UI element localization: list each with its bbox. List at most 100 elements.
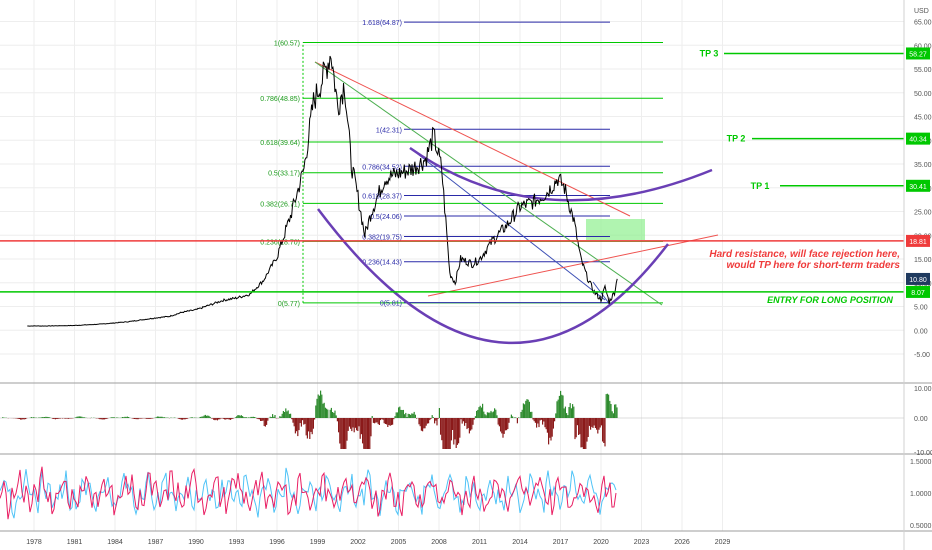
macd-bar [375, 418, 377, 423]
macd-bar [531, 411, 533, 418]
curve-patterns [317, 146, 713, 345]
macd-bar [524, 404, 526, 418]
macd-bar [581, 418, 583, 448]
macd-bar [338, 418, 340, 433]
macd-bar [44, 417, 46, 418]
macd-bar [105, 418, 107, 419]
time-tick-label: 2017 [553, 539, 569, 546]
time-tick-label: 1981 [67, 539, 83, 546]
macd-bar [406, 417, 408, 418]
macd-bar [292, 418, 294, 423]
fib-blue-label: 1(42.31) [376, 127, 402, 134]
macd-bar [545, 418, 547, 430]
macd-bar [348, 418, 350, 427]
macd-bar [161, 416, 163, 418]
price-tag-label: 30.41 [909, 184, 927, 191]
macd-bar [327, 409, 329, 418]
annotation-line-1: Hard resistance, will face rejection her… [709, 249, 900, 260]
macd-bar [200, 416, 202, 418]
macd-bar [562, 395, 564, 418]
macd-bar [286, 411, 288, 418]
macd-bar [449, 418, 451, 449]
macd-bar [400, 409, 402, 418]
macd-bar [104, 418, 106, 420]
macd-bar [556, 401, 558, 418]
macd-bar [605, 394, 607, 418]
macd-bar [616, 407, 618, 418]
macd-bar [598, 418, 600, 430]
macd-bar [549, 418, 551, 438]
price-tag-bg [906, 179, 930, 192]
macd-bar [53, 418, 55, 419]
macd-bar [383, 418, 385, 424]
macd-bar [224, 418, 226, 420]
macd-bar [152, 418, 154, 419]
macd-bar [236, 416, 238, 418]
macd-bar [362, 418, 364, 444]
macd-bar [525, 400, 527, 418]
macd-bar [572, 404, 574, 418]
macd-bar [222, 418, 224, 419]
macd-bar [392, 418, 394, 425]
macd-bar [544, 418, 546, 428]
macd-bar [448, 418, 450, 449]
macd-bar [345, 418, 347, 449]
macd-bar [33, 417, 35, 418]
annotation-line-2: would TP here for short-term traders [726, 260, 900, 271]
macd-bar [389, 418, 391, 426]
macd-bar [441, 418, 443, 441]
macd-bar [372, 418, 374, 423]
time-tick-label: 2029 [715, 539, 731, 546]
macd-bar [116, 417, 118, 418]
price-tick-label: 60.00 [914, 43, 932, 50]
macd-bar [182, 418, 184, 420]
macd-bar [587, 418, 589, 437]
macd-bar [302, 418, 304, 421]
macd-bar [158, 416, 160, 418]
macd-bar [310, 418, 312, 432]
time-tick-label: 2002 [350, 539, 366, 546]
macd-bar [534, 418, 536, 423]
macd-bar [230, 418, 232, 420]
macd-bar [575, 418, 577, 438]
macd-bar [396, 412, 398, 418]
time-tick-label: 2026 [674, 539, 690, 546]
macd-bar [580, 418, 582, 448]
macd-bar [426, 418, 428, 424]
macd-bar [354, 418, 356, 428]
macd-bar [46, 416, 48, 418]
macd-bar [596, 418, 598, 430]
macd-bar [59, 418, 61, 419]
macd-bar [135, 418, 137, 420]
macd-bar [344, 418, 346, 449]
macd-bar [201, 416, 203, 418]
macd-bar [548, 418, 550, 445]
macd-bar [156, 416, 158, 418]
macd-bar [329, 409, 331, 418]
price-pane: 1(60.57) 0.786(48.85) 0.618(39.64) 0.5(33.1… [0, 20, 904, 345]
macd-bar [566, 413, 568, 418]
macd-bar [543, 418, 545, 422]
macd-bar [162, 417, 164, 418]
macd-bar [569, 403, 571, 418]
macd-bar [336, 418, 338, 422]
fib-retracement-green: 1(60.57) 0.786(48.85) 0.618(39.64) 0.5(33.1… [260, 41, 663, 308]
fib-green-label: 1(60.57) [274, 41, 300, 48]
macd-bar [128, 417, 130, 418]
macd-bar [576, 418, 578, 426]
time-tick-label: 1987 [148, 539, 164, 546]
macd-bar [62, 418, 64, 419]
macd-bar [353, 418, 355, 433]
macd-bar [533, 418, 535, 422]
macd-bar [600, 418, 602, 426]
macd-bar [394, 416, 396, 418]
macd-bar [112, 417, 114, 418]
macd-bar [542, 418, 544, 425]
time-tick-label: 2011 [472, 539, 487, 546]
price-tag-label: 18.81 [909, 239, 927, 246]
macd-bar [159, 416, 161, 418]
macd-bar [242, 416, 244, 418]
macd-bar [500, 418, 502, 432]
macd-bar [304, 418, 306, 424]
